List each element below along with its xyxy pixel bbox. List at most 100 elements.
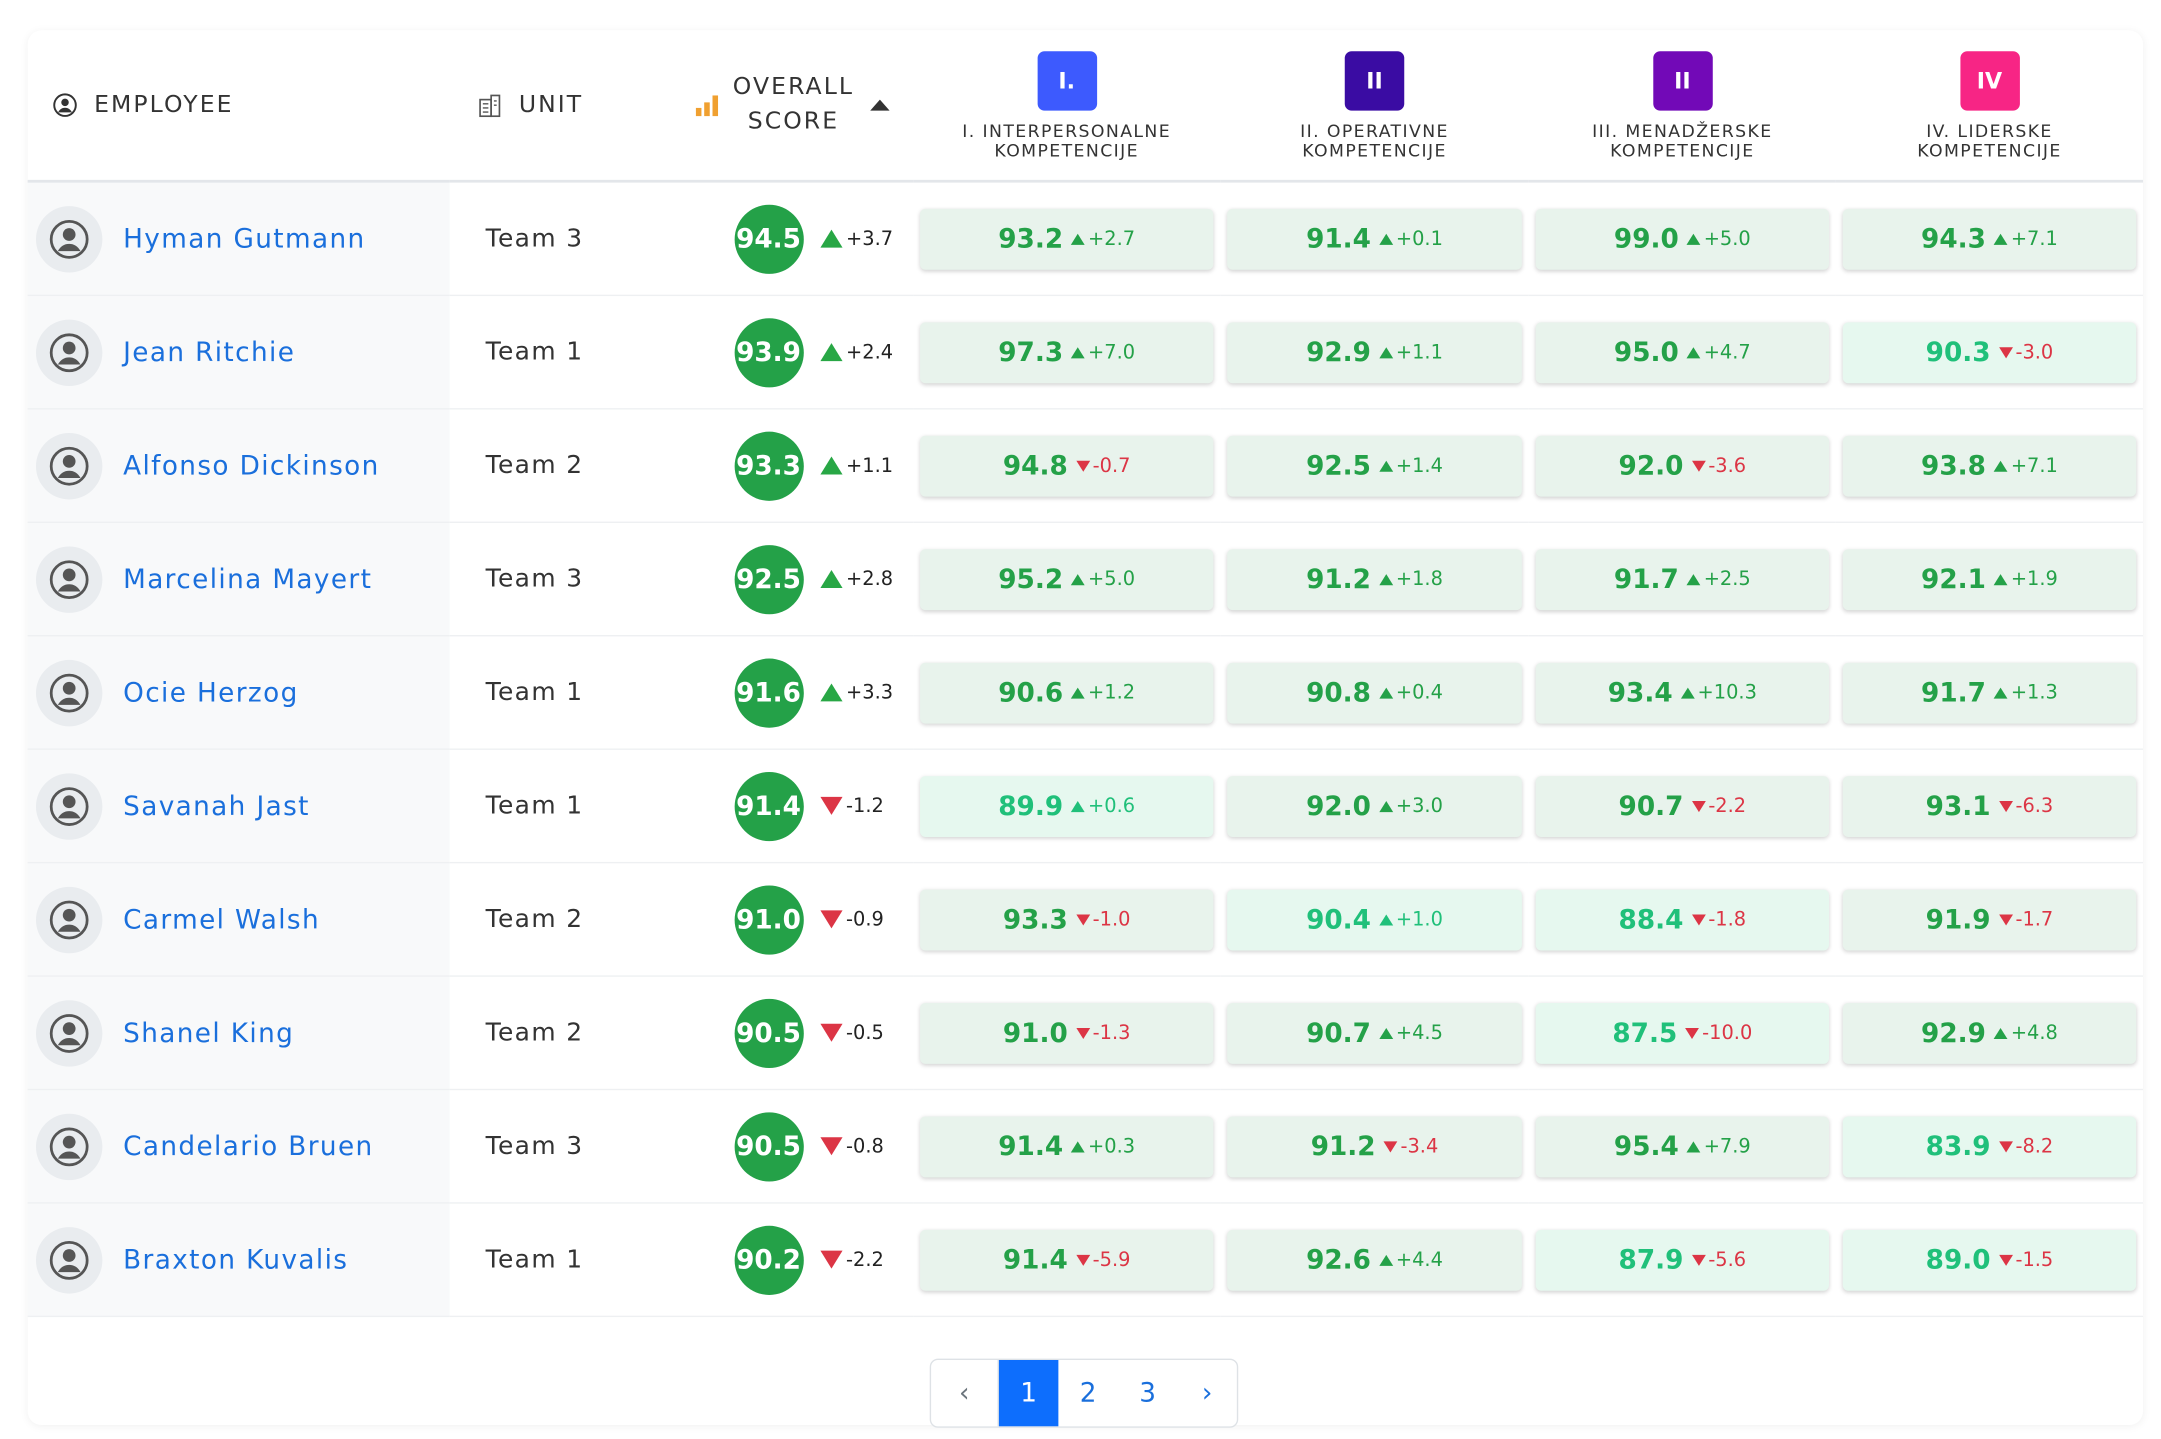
building-icon	[477, 93, 502, 118]
pagination-next-button[interactable]: ›	[1201, 1377, 1213, 1409]
competency-score-value: 95.4	[1613, 1131, 1679, 1162]
pagination-page-1[interactable]: 1	[998, 1359, 1059, 1427]
unit-cell: Team 1	[449, 295, 671, 410]
competency-delta: -2.2	[1691, 795, 1746, 817]
col-header-competency-4[interactable]: IV IV. LIDERSKE KOMPETENCIJE	[1835, 30, 2144, 183]
competency-cell: 93.4 +10.3	[1528, 635, 1836, 750]
competency-cell: 91.7 +1.3	[1835, 635, 2144, 750]
overall-cell: 93.3 +1.1	[670, 408, 914, 523]
competency-delta-value: -1.7	[2015, 908, 2054, 931]
table-header-row: EMPLOYEE UNIT	[27, 30, 2144, 183]
col-header-unit[interactable]: UNIT	[449, 30, 671, 183]
competency-delta-value: +0.3	[1088, 1135, 1136, 1158]
unit-cell: Team 2	[449, 408, 671, 523]
overall-cell: 90.5 -0.8	[670, 1089, 914, 1204]
trend-down-icon	[819, 1137, 842, 1156]
trend-up-icon	[1071, 573, 1086, 585]
pagination-page-3[interactable]: 3	[1139, 1377, 1156, 1409]
trend-down-icon	[1998, 1140, 2013, 1152]
competency-score-value: 88.4	[1618, 904, 1684, 935]
col-header-employee[interactable]: EMPLOYEE	[27, 30, 450, 183]
competency-2-badge: II	[1344, 50, 1405, 110]
trend-up-icon	[1379, 460, 1394, 472]
col-header-competency-1[interactable]: I. I. INTERPERSONALNE KOMPETENCIJE	[913, 30, 1221, 183]
table-row-9: Candelario Bruen Team 3 90.5 -0.8 91.4 +0…	[27, 1089, 2144, 1204]
competency-score-box: 92.6 +4.4	[1227, 1229, 1522, 1291]
competency-delta: -1.8	[1691, 908, 1746, 930]
competency-delta: +5.0	[1071, 568, 1135, 590]
competency-delta: +7.1	[1994, 454, 2058, 477]
employee-cell: Ocie Herzog	[27, 635, 450, 750]
competency-score-box: 91.0 -1.3	[920, 1002, 1214, 1064]
employee-name-link[interactable]: Candelario Bruen	[123, 1131, 374, 1162]
competency-delta: -3.4	[1383, 1135, 1438, 1157]
competency-cell: 99.0 +5.0	[1528, 181, 1836, 297]
unit-label: Team 2	[485, 1018, 584, 1048]
competency-delta: +7.9	[1687, 1135, 1751, 1157]
competency-delta-value: +7.9	[1703, 1135, 1751, 1158]
unit-cell: Team 3	[449, 1089, 671, 1204]
trend-down-icon	[1383, 1140, 1398, 1152]
competency-score-value: 91.4	[1002, 1244, 1068, 1275]
employee-name-link[interactable]: Jean Ritchie	[123, 336, 296, 368]
unit-cell: Team 3	[449, 522, 671, 637]
col-header-competency-3[interactable]: II III. MENADŽERSKE KOMPETENCIJE	[1528, 30, 1836, 183]
competency-score-box: 91.2 -3.4	[1227, 1115, 1522, 1177]
competency-delta-value: -10.0	[1702, 1021, 1753, 1044]
competency-delta-value: +0.4	[1395, 681, 1443, 704]
employee-name-link[interactable]: Shanel King	[123, 1017, 295, 1049]
competency-cell: 90.4 +1.0	[1220, 862, 1529, 977]
competency-delta-value: +7.1	[2010, 454, 2058, 477]
employee-name-link[interactable]: Marcelina Mayert	[123, 563, 373, 595]
employee-cell: Braxton Kuvalis	[27, 1202, 450, 1318]
competency-cell: 92.6 +4.4	[1220, 1202, 1529, 1318]
competency-score-value: 92.6	[1306, 1244, 1371, 1275]
competency-score-box: 90.3 -3.0	[1842, 321, 2137, 383]
competency-score-box: 87.5 -10.0	[1535, 1002, 1829, 1064]
employee-name-link[interactable]: Carmel Walsh	[123, 904, 321, 935]
competency-delta: -5.9	[1076, 1249, 1130, 1271]
trend-up-icon	[1071, 686, 1086, 698]
employee-name-link[interactable]: Alfonso Dickinson	[123, 450, 380, 481]
competency-delta-value: +1.3	[2010, 681, 2058, 704]
trend-down-icon	[819, 910, 842, 929]
table-row-7: Carmel Walsh Team 2 91.0 -0.9 93.3 -1.0 9…	[27, 862, 2144, 977]
col-header-overall-score[interactable]: OVERALL SCORE	[670, 30, 914, 183]
employee-name-link[interactable]: Hyman Gutmann	[123, 223, 366, 254]
employee-cell: Candelario Bruen	[27, 1089, 450, 1204]
avatar-icon	[35, 999, 103, 1066]
overall-delta-value: -2.2	[846, 1248, 884, 1271]
sort-ascending-icon[interactable]	[870, 99, 891, 111]
unit-label: Team 1	[485, 677, 584, 707]
employee-scores-table: EMPLOYEE UNIT	[27, 30, 2144, 1318]
col-header-competency-2[interactable]: II II. OPERATIVNE KOMPETENCIJE	[1220, 30, 1529, 183]
competency-cell: 93.3 -1.0	[913, 862, 1221, 977]
unit-label: Team 1	[485, 1245, 584, 1275]
employee-name-link[interactable]: Savanah Jast	[123, 790, 310, 822]
unit-label: Team 3	[485, 224, 584, 254]
pagination-prev-button[interactable]: ‹	[931, 1359, 999, 1427]
pagination-page-2[interactable]: 2	[1079, 1377, 1097, 1409]
competency-score-value: 92.9	[1921, 1017, 1986, 1049]
competency-delta: -3.6	[1691, 454, 1746, 477]
avatar-icon	[35, 432, 103, 499]
competency-delta: -5.6	[1691, 1249, 1746, 1271]
unit-cell: Team 2	[449, 862, 671, 977]
employee-name-link[interactable]: Braxton Kuvalis	[123, 1244, 349, 1275]
competency-score-box: 90.8 +0.4	[1227, 662, 1522, 723]
table-row-6: Savanah Jast Team 1 91.4 -1.2 89.9 +0.6 9…	[27, 749, 2144, 864]
trend-down-icon	[819, 796, 842, 815]
competency-score-box: 83.9 -8.2	[1842, 1115, 2137, 1177]
overall-score-badge: 94.5	[733, 204, 804, 274]
trend-down-icon	[819, 1023, 842, 1042]
competency-score-value: 91.7	[1921, 677, 1986, 708]
employee-name-link[interactable]: Ocie Herzog	[123, 677, 299, 708]
trend-down-icon	[1076, 913, 1090, 925]
competency-cell: 95.0 +4.7	[1528, 295, 1836, 410]
trend-up-icon	[1687, 346, 1701, 358]
table-row-1: Hyman Gutmann Team 3 94.5 +3.7 93.2 +2.7 …	[27, 181, 2144, 297]
overall-cell: 90.2 -2.2	[670, 1202, 914, 1318]
competency-score-value: 90.7	[1306, 1017, 1371, 1049]
overall-cell: 91.0 -0.9	[670, 862, 914, 977]
competency-delta: -1.7	[1998, 908, 2054, 931]
